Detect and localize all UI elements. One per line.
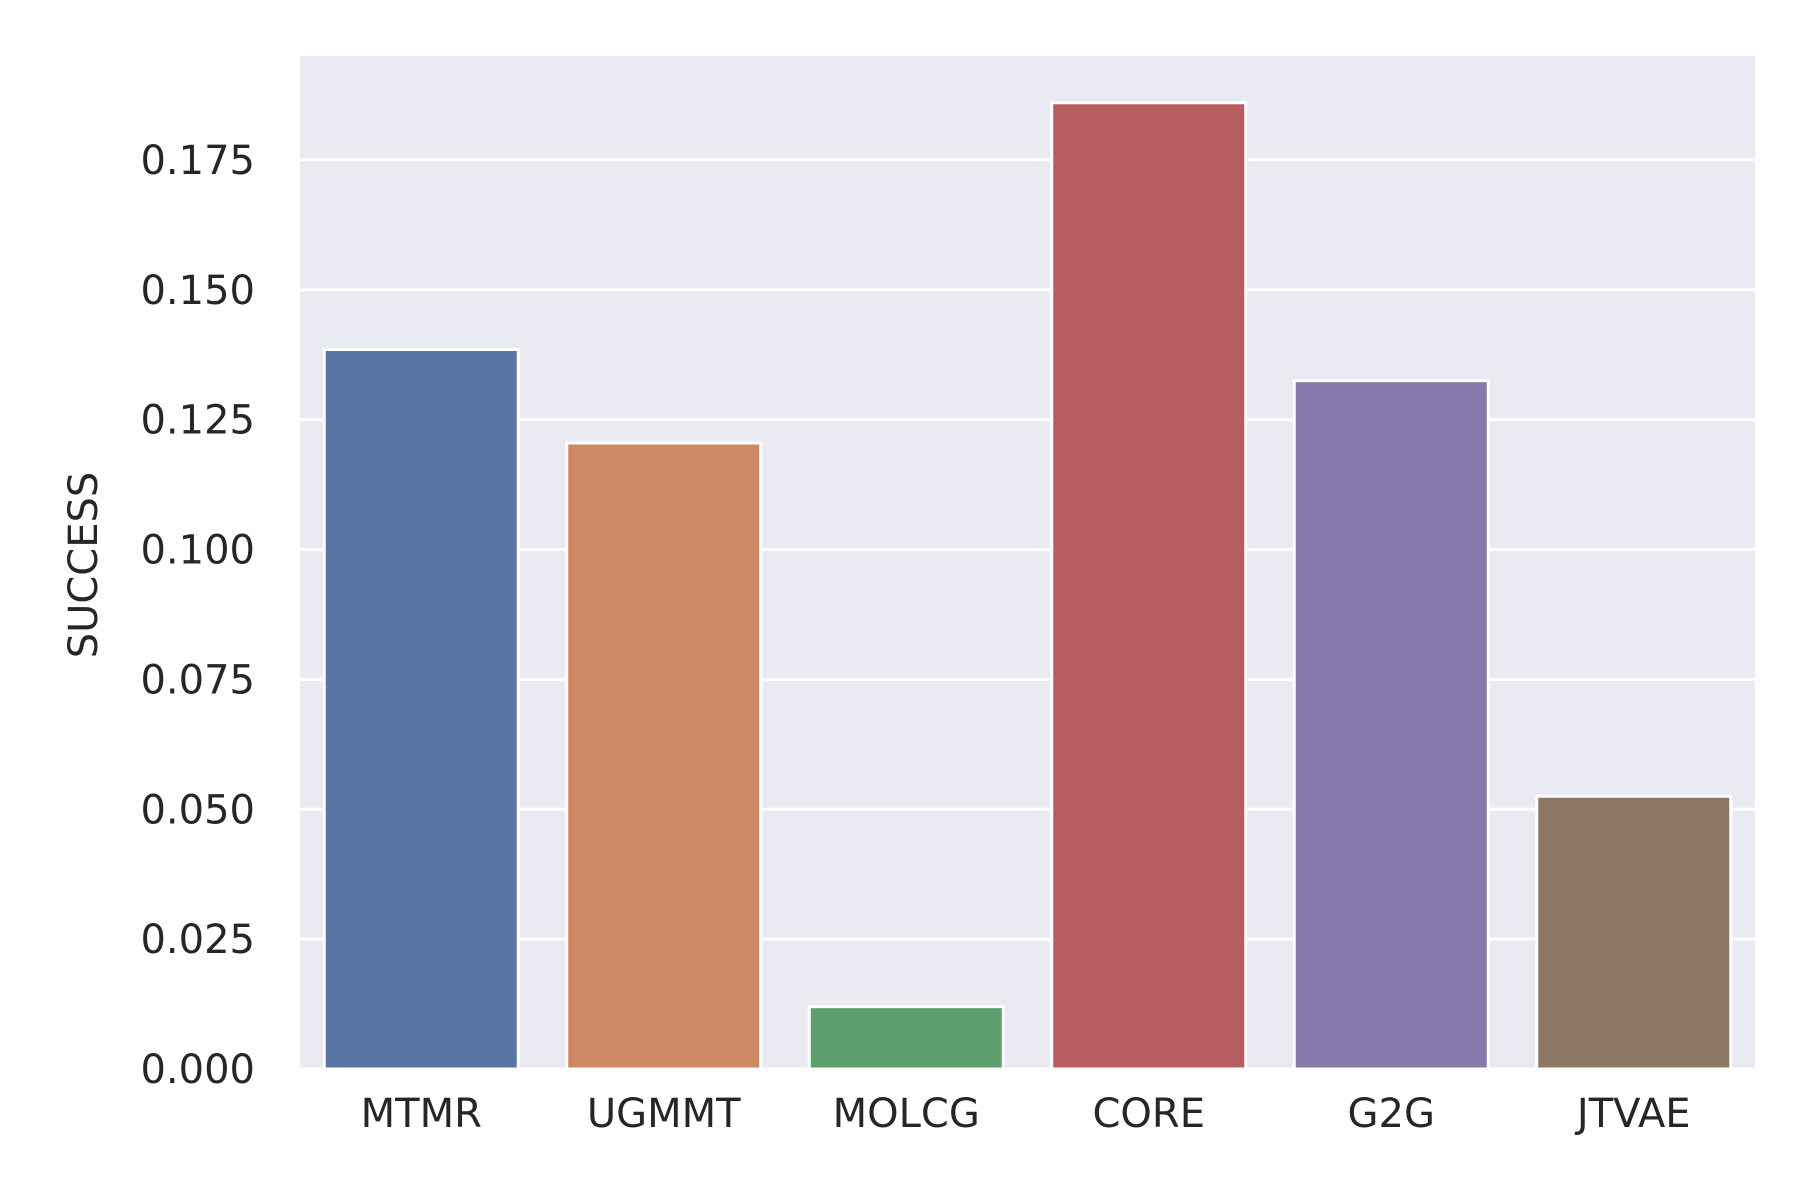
bar-molcg xyxy=(807,1005,1005,1071)
x-tick-label: MOLCG xyxy=(833,1091,980,1137)
bar-ugmmt xyxy=(565,441,763,1071)
y-tick-label: 0.075 xyxy=(140,657,255,703)
grid-lines xyxy=(300,158,1755,1071)
x-tick-label: CORE xyxy=(1093,1091,1205,1137)
bar-g2g xyxy=(1292,379,1490,1071)
y-tick-label: 0.175 xyxy=(140,138,255,184)
x-tick-label: JTVAE xyxy=(1574,1091,1691,1137)
y-tick-labels: 0.000 0.025 0.050 0.075 0.100 0.125 0.150 0.175 xyxy=(140,138,255,1093)
y-tick-label: 0.125 xyxy=(140,398,255,444)
x-tick-label: G2G xyxy=(1348,1091,1435,1137)
y-tick-label: 0.150 xyxy=(140,268,255,314)
y-tick-label: 0.025 xyxy=(140,917,255,963)
plot-area xyxy=(300,56,1755,1069)
x-tick-labels: MTMR UGMMT MOLCG CORE G2G JTVAE xyxy=(361,1091,1691,1137)
x-tick-label: MTMR xyxy=(361,1091,482,1137)
y-axis-label: SUCCESS xyxy=(61,472,107,659)
x-tick-label: UGMMT xyxy=(587,1091,741,1137)
bar-mtmr xyxy=(322,348,520,1071)
y-tick-label: 0.000 xyxy=(140,1047,255,1093)
y-tick-label: 0.050 xyxy=(140,787,255,833)
bar-jtvae xyxy=(1535,794,1733,1071)
bars xyxy=(322,101,1733,1071)
bar-core xyxy=(1050,101,1248,1071)
y-tick-label: 0.100 xyxy=(140,528,255,574)
